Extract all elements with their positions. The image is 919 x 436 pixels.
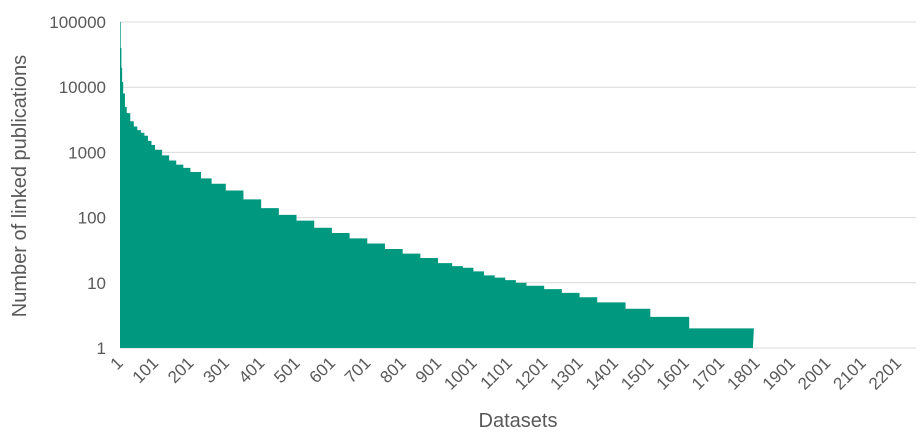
x-tick-label: 2201 [865,353,905,393]
x-tick-label: 1401 [582,353,622,393]
x-tick-label: 2001 [794,353,834,393]
x-tick-label: 1901 [759,353,799,393]
x-tick-label: 2101 [830,353,870,393]
x-tick-label: 1 [107,353,127,373]
x-tick-label: 501 [270,353,303,386]
x-tick-label: 1701 [688,353,728,393]
x-axis-title: Datasets [479,410,558,432]
y-tick-label: 10 [87,274,106,293]
x-tick-label: 1801 [723,353,763,393]
x-tick-label: 301 [199,353,232,386]
x-tick-label: 701 [341,353,374,386]
x-axis-ticks: 1 101 201 301 401 501 601 701 801 901100111011201… [107,353,905,393]
y-tick-label: 100000 [49,13,106,32]
x-tick-label: 801 [376,353,409,386]
x-tick-label: 1501 [617,353,657,393]
y-axis-ticks: 1 10 100 1000 10000 100000 [49,13,106,358]
x-tick-label: 1101 [477,353,516,392]
x-tick-label: 1201 [511,353,551,393]
x-tick-label: 201 [164,353,197,386]
x-tick-label: 101 [129,353,162,386]
y-tick-label: 1000 [68,143,106,162]
series-area [120,22,754,348]
x-tick-label: 601 [306,353,339,386]
y-tick-label: 10000 [59,78,106,97]
x-tick-label: 1301 [547,353,587,393]
x-tick-label: 1601 [653,353,693,393]
x-tick-label: 1001 [440,353,480,393]
x-tick-label: 401 [235,353,268,386]
x-tick-label: 901 [412,353,445,386]
y-tick-label: 1 [97,339,106,358]
y-tick-label: 100 [78,209,106,228]
y-axis-title: Number of linked publications [9,55,31,317]
